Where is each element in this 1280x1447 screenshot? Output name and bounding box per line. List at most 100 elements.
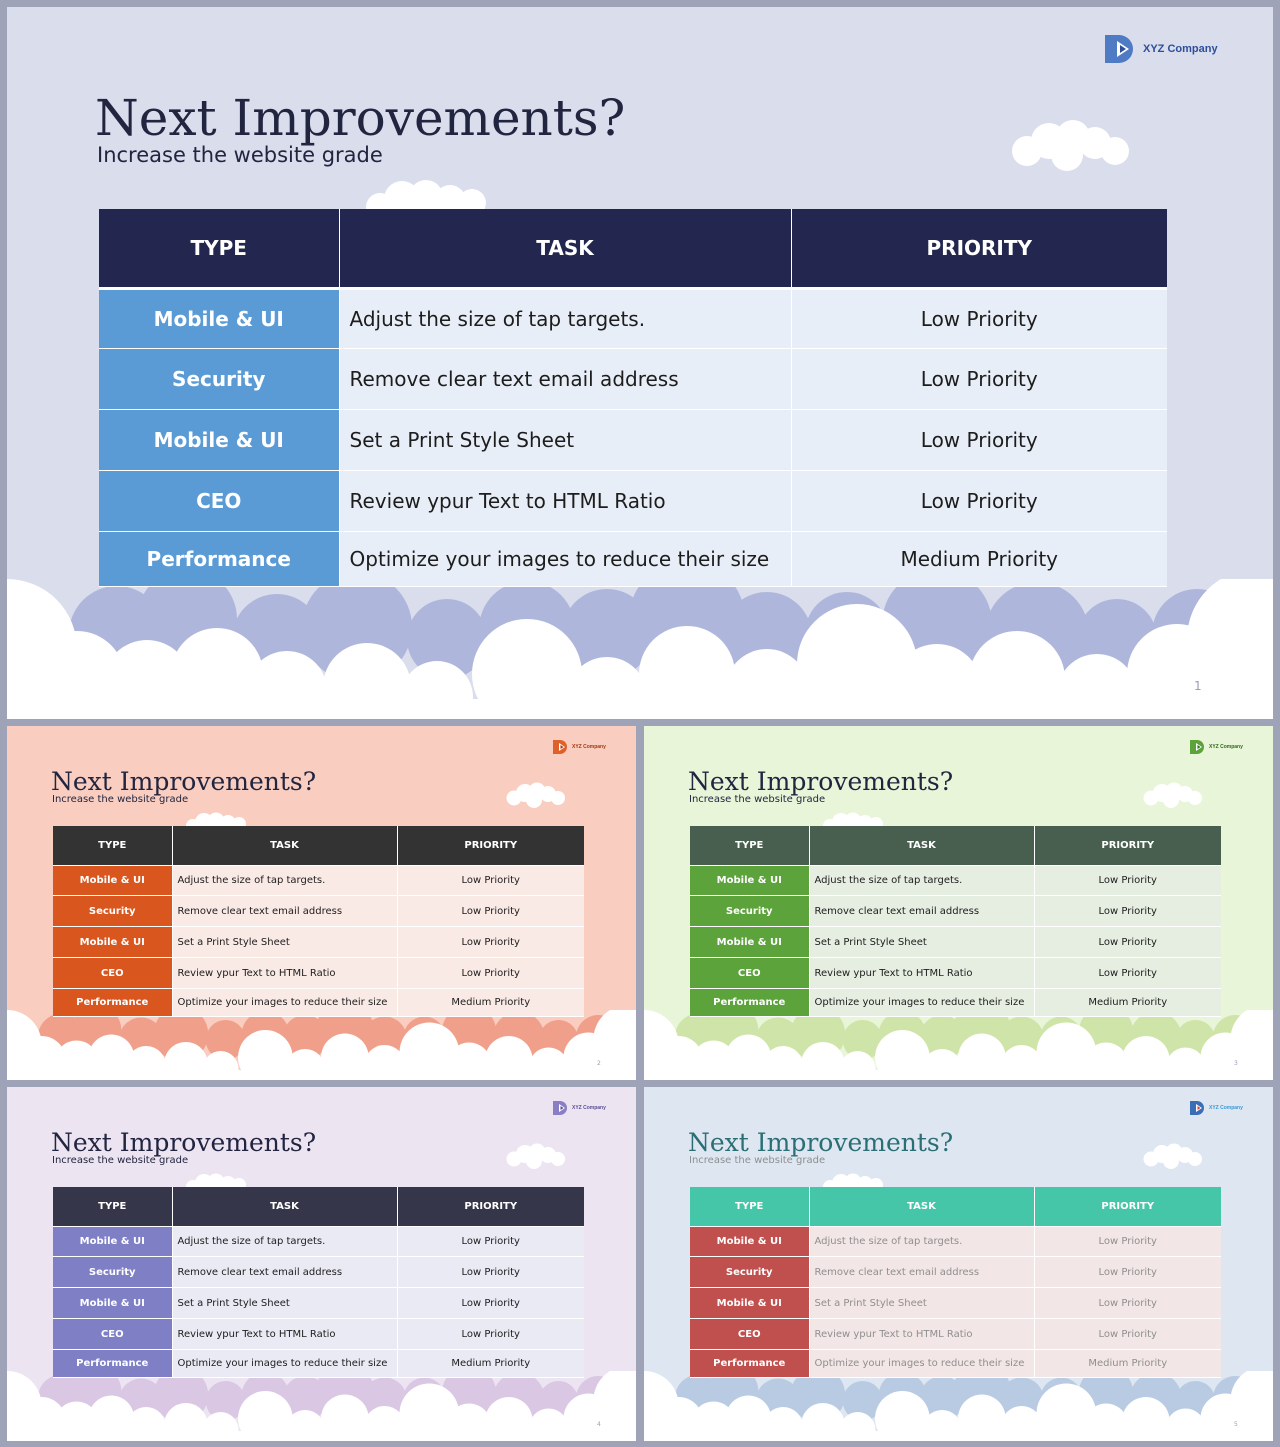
task-cell: Optimize your images to reduce their siz… bbox=[172, 988, 398, 1017]
priority-cell: Low Priority bbox=[397, 1256, 584, 1288]
type-column-header: TYPE bbox=[690, 826, 810, 866]
task-cell: Remove clear text email address bbox=[809, 895, 1035, 927]
table-row: Security Remove clear text email address L… bbox=[690, 1256, 1221, 1288]
type-cell: Mobile & UI bbox=[99, 409, 340, 471]
company-name: XYZ Company bbox=[1143, 43, 1218, 55]
type-column-header: TYPE bbox=[53, 1187, 173, 1227]
cloud-border-decoration bbox=[644, 1010, 1273, 1080]
table-header-row: TYPE TASK PRIORITY bbox=[53, 826, 584, 866]
priority-cell: Low Priority bbox=[1034, 1318, 1221, 1350]
task-cell: Adjust the size of tap targets. bbox=[172, 865, 398, 896]
type-cell: Security bbox=[690, 895, 810, 927]
task-cell: Adjust the size of tap targets. bbox=[172, 1226, 398, 1257]
task-cell: Review ypur Text to HTML Ratio bbox=[809, 1318, 1035, 1350]
type-cell: Performance bbox=[690, 1349, 810, 1378]
priority-cell: Low Priority bbox=[1034, 926, 1221, 958]
company-logo: XYZ Company bbox=[551, 1099, 606, 1117]
type-cell: Mobile & UI bbox=[690, 1226, 810, 1257]
type-cell: Mobile & UI bbox=[690, 865, 810, 896]
slide-2[interactable]: XYZ Company Next Improvements? Increase th… bbox=[7, 726, 636, 1080]
task-cell: Adjust the size of tap targets. bbox=[809, 865, 1035, 896]
priority-cell: Low Priority bbox=[791, 409, 1167, 471]
task-column-header: TASK bbox=[172, 1187, 398, 1227]
table-row: Mobile & UI Set a Print Style Sheet Low Pr… bbox=[690, 1287, 1221, 1319]
task-cell: Review ypur Text to HTML Ratio bbox=[172, 1318, 398, 1350]
slide-3[interactable]: XYZ Company Next Improvements? Increase th… bbox=[644, 726, 1273, 1080]
task-cell: Remove clear text email address bbox=[172, 1256, 398, 1288]
table-row: Mobile & UI Set a Print Style Sheet Low Pr… bbox=[53, 926, 584, 958]
table-header-row: TYPE TASK PRIORITY bbox=[53, 1187, 584, 1227]
priority-cell: Low Priority bbox=[1034, 865, 1221, 896]
cloud-icon bbox=[506, 1143, 565, 1169]
table-row: Security Remove clear text email address L… bbox=[53, 895, 584, 927]
priority-column-header: PRIORITY bbox=[397, 826, 584, 866]
task-cell: Remove clear text email address bbox=[809, 1256, 1035, 1288]
company-logo: XYZ Company bbox=[1188, 1099, 1243, 1117]
cloud-border-decoration bbox=[7, 1371, 636, 1441]
priority-cell: Low Priority bbox=[1034, 1256, 1221, 1288]
type-column-header: TYPE bbox=[99, 209, 340, 290]
slide-subtitle: Increase the website grade bbox=[97, 143, 383, 167]
slide-title: Next Improvements? bbox=[688, 767, 954, 796]
priority-cell: Low Priority bbox=[397, 1226, 584, 1257]
page-number: 2 bbox=[597, 1060, 601, 1067]
type-cell: Mobile & UI bbox=[53, 1226, 173, 1257]
table-row: Mobile & UI Adjust the size of tap target… bbox=[99, 288, 1167, 349]
logo-mark-icon bbox=[1105, 35, 1133, 63]
table-row: CEO Review ypur Text to HTML Ratio Low Pri… bbox=[690, 1318, 1221, 1350]
priority-cell: Medium Priority bbox=[1034, 1349, 1221, 1378]
table-row: CEO Review ypur Text to HTML Ratio Low Pri… bbox=[53, 957, 584, 989]
table-row: Security Remove clear text email address L… bbox=[690, 895, 1221, 927]
slide-subtitle: Increase the website grade bbox=[52, 1155, 189, 1166]
task-column-header: TASK bbox=[339, 209, 792, 290]
task-cell: Remove clear text email address bbox=[172, 895, 398, 927]
improvements-table: TYPE TASK PRIORITY Mobile & UI Adjust the si… bbox=[99, 209, 1167, 587]
type-cell: Security bbox=[99, 348, 340, 410]
slide-subtitle: Increase the website grade bbox=[689, 1155, 826, 1166]
slide-title: Next Improvements? bbox=[51, 1128, 317, 1157]
priority-cell: Low Priority bbox=[397, 1287, 584, 1319]
priority-column-header: PRIORITY bbox=[791, 209, 1167, 290]
task-cell: Optimize your images to reduce their siz… bbox=[809, 988, 1035, 1017]
type-cell: Mobile & UI bbox=[53, 865, 173, 896]
table-row: Performance Optimize your images to reduc… bbox=[99, 531, 1167, 587]
slide-4[interactable]: XYZ Company Next Improvements? Increase th… bbox=[7, 1087, 636, 1441]
priority-cell: Medium Priority bbox=[791, 531, 1167, 587]
slide-title: Next Improvements? bbox=[95, 89, 626, 147]
company-name: XYZ Company bbox=[1209, 1105, 1243, 1111]
table-row: Mobile & UI Adjust the size of tap target… bbox=[690, 1226, 1221, 1257]
priority-cell: Low Priority bbox=[791, 288, 1167, 349]
slide-5[interactable]: XYZ Company Next Improvements? Increase th… bbox=[644, 1087, 1273, 1441]
logo-mark-icon bbox=[1190, 1101, 1204, 1115]
page-number: 3 bbox=[1234, 1060, 1238, 1067]
task-cell: Set a Print Style Sheet bbox=[172, 1287, 398, 1319]
cloud-icon bbox=[1143, 782, 1202, 808]
priority-cell: Low Priority bbox=[791, 470, 1167, 532]
priority-cell: Low Priority bbox=[791, 348, 1167, 410]
type-cell: Performance bbox=[53, 1349, 173, 1378]
task-cell: Set a Print Style Sheet bbox=[809, 1287, 1035, 1319]
cloud-icon bbox=[1012, 120, 1129, 171]
task-cell: Set a Print Style Sheet bbox=[809, 926, 1035, 958]
priority-column-header: PRIORITY bbox=[1034, 1187, 1221, 1227]
type-cell: Mobile & UI bbox=[690, 1287, 810, 1319]
table-row: Mobile & UI Adjust the size of tap target… bbox=[53, 1226, 584, 1257]
task-cell: Optimize your images to reduce their siz… bbox=[339, 531, 792, 587]
type-cell: Performance bbox=[53, 988, 173, 1017]
task-cell: Optimize your images to reduce their siz… bbox=[809, 1349, 1035, 1378]
slide-subtitle: Increase the website grade bbox=[689, 794, 826, 805]
table-row: Performance Optimize your images to reduc… bbox=[53, 1349, 584, 1378]
task-cell: Set a Print Style Sheet bbox=[172, 926, 398, 958]
logo-mark-icon bbox=[553, 740, 567, 754]
priority-cell: Low Priority bbox=[1034, 895, 1221, 927]
priority-cell: Medium Priority bbox=[397, 988, 584, 1017]
priority-cell: Low Priority bbox=[397, 865, 584, 896]
table-header-row: TYPE TASK PRIORITY bbox=[690, 826, 1221, 866]
improvements-table: TYPE TASK PRIORITY Mobile & UI Adjust the si… bbox=[690, 1187, 1221, 1378]
type-column-header: TYPE bbox=[53, 826, 173, 866]
slide-1[interactable]: XYZ Company Next Improvements? Increase th… bbox=[7, 7, 1273, 719]
logo-mark-icon bbox=[1190, 740, 1204, 754]
table-header-row: TYPE TASK PRIORITY bbox=[690, 1187, 1221, 1227]
table-row: CEO Review ypur Text to HTML Ratio Low Pri… bbox=[99, 470, 1167, 532]
type-cell: Mobile & UI bbox=[53, 926, 173, 958]
